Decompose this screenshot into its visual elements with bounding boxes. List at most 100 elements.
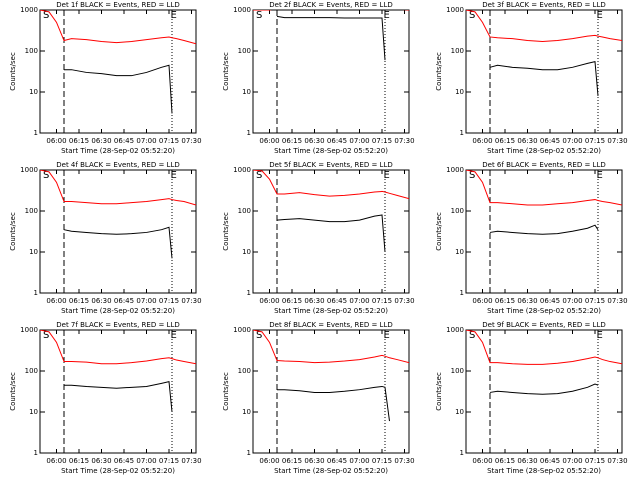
- x-tick-label: 06:00: [472, 297, 492, 305]
- x-tick-label: 06:00: [259, 457, 279, 465]
- x-tick-label: 07:00: [136, 137, 156, 145]
- x-tick-label: 07:30: [181, 297, 201, 305]
- panel: Det 7f BLACK = Events, RED = LLD Counts/s…: [9, 321, 202, 475]
- panel: Det 4f BLACK = Events, RED = LLD Counts/s…: [9, 161, 202, 315]
- x-tick-label: 07:00: [349, 297, 369, 305]
- x-tick-label: 07:30: [607, 297, 627, 305]
- x-tick-label: 06:15: [495, 137, 515, 145]
- x-tick-label: 07:30: [394, 137, 414, 145]
- annotation: S: [43, 330, 49, 341]
- y-tick-label: 100: [238, 367, 251, 375]
- y-tick-label: 100: [238, 47, 251, 55]
- y-tick-label: 10: [455, 408, 464, 416]
- panel: Det 6f BLACK = Events, RED = LLD Counts/s…: [435, 161, 628, 315]
- y-axis-label: Counts/sec: [435, 52, 443, 91]
- x-axis-label: Start Time (28-Sep-02 05:52:20): [61, 307, 175, 315]
- plot-frame: [465, 169, 623, 294]
- x-tick-label: 06:15: [282, 457, 302, 465]
- series-line: [489, 61, 599, 97]
- chart-title: Det 6f BLACK = Events, RED = LLD: [482, 161, 605, 169]
- x-tick-label: 07:30: [607, 457, 627, 465]
- x-axis-label: Start Time (28-Sep-02 05:52:20): [487, 147, 601, 155]
- y-tick-label: 1000: [20, 6, 38, 14]
- series-line: [276, 15, 386, 61]
- x-tick-label: 07:30: [181, 137, 201, 145]
- x-tick-label: 07:00: [349, 137, 369, 145]
- x-axis-label: Start Time (28-Sep-02 05:52:20): [487, 467, 601, 475]
- annotation: S: [469, 170, 475, 181]
- plot-frame: [465, 9, 623, 134]
- y-tick-label: 10: [29, 408, 38, 416]
- y-tick-label: 100: [25, 367, 38, 375]
- x-tick-label: 07:00: [562, 297, 582, 305]
- chart-title: Det 5f BLACK = Events, RED = LLD: [269, 161, 392, 169]
- annotation: E: [384, 170, 390, 181]
- x-tick-label: 06:30: [304, 457, 324, 465]
- x-tick-label: 06:15: [282, 297, 302, 305]
- annotation: S: [256, 170, 262, 181]
- x-tick-label: 07:15: [372, 457, 392, 465]
- y-tick-label: 100: [25, 47, 38, 55]
- x-tick-label: 06:00: [259, 137, 279, 145]
- x-tick-label: 06:30: [91, 297, 111, 305]
- chart-title: Det 9f BLACK = Events, RED = LLD: [482, 321, 605, 329]
- y-axis-label: Counts/sec: [222, 372, 230, 411]
- x-axis-label: Start Time (28-Sep-02 05:52:20): [274, 467, 388, 475]
- y-tick-label: 100: [451, 207, 464, 215]
- x-tick-label: 06:30: [517, 137, 537, 145]
- y-tick-label: 1000: [446, 166, 464, 174]
- x-tick-label: 06:45: [114, 297, 134, 305]
- x-tick-label: 06:00: [46, 297, 66, 305]
- x-tick-label: 07:00: [136, 457, 156, 465]
- y-axis-label: Counts/sec: [435, 372, 443, 411]
- x-tick-label: 07:15: [585, 137, 605, 145]
- annotation: E: [171, 10, 177, 21]
- plot-frame: [252, 169, 410, 294]
- x-tick-label: 06:00: [472, 137, 492, 145]
- x-tick-label: 07:00: [562, 457, 582, 465]
- series-line: [40, 10, 196, 45]
- x-tick-label: 06:15: [495, 297, 515, 305]
- annotation: S: [256, 10, 262, 21]
- y-tick-label: 10: [242, 248, 251, 256]
- y-axis-label: Counts/sec: [9, 372, 17, 411]
- plot-frame: [39, 169, 197, 294]
- y-tick-label: 1: [34, 449, 38, 457]
- y-tick-label: 100: [451, 47, 464, 55]
- x-tick-label: 07:15: [159, 137, 179, 145]
- annotation: E: [597, 10, 603, 21]
- series-line: [466, 10, 622, 43]
- x-tick-label: 07:15: [372, 297, 392, 305]
- x-tick-label: 06:00: [46, 137, 66, 145]
- y-tick-label: 1: [460, 129, 464, 137]
- x-tick-label: 06:30: [91, 137, 111, 145]
- y-tick-label: 1000: [233, 326, 251, 334]
- y-tick-label: 100: [238, 207, 251, 215]
- panel: Det 2f BLACK = Events, RED = LLD Counts/s…: [222, 1, 415, 155]
- x-tick-label: 06:30: [517, 457, 537, 465]
- x-tick-label: 06:30: [91, 457, 111, 465]
- plot-frame: [252, 329, 410, 454]
- panel: Det 9f BLACK = Events, RED = LLD Counts/s…: [435, 321, 628, 475]
- series-line: [489, 224, 599, 235]
- y-tick-label: 1: [247, 129, 251, 137]
- x-tick-label: 06:45: [327, 137, 347, 145]
- series-line: [64, 381, 173, 413]
- x-tick-label: 07:15: [585, 457, 605, 465]
- x-tick-label: 06:00: [472, 457, 492, 465]
- y-tick-label: 10: [29, 248, 38, 256]
- x-tick-label: 06:30: [304, 297, 324, 305]
- plot-frame: [39, 9, 197, 134]
- annotation: E: [171, 330, 177, 341]
- annotation: S: [256, 330, 262, 341]
- series-line: [277, 385, 390, 422]
- x-tick-label: 06:15: [69, 297, 89, 305]
- y-tick-label: 1000: [233, 6, 251, 14]
- x-axis-label: Start Time (28-Sep-02 05:52:20): [61, 147, 175, 155]
- x-tick-label: 06:45: [540, 297, 560, 305]
- panel: Det 1f BLACK = Events, RED = LLD Counts/s…: [9, 1, 202, 155]
- y-tick-label: 1000: [233, 166, 251, 174]
- x-tick-label: 07:15: [159, 457, 179, 465]
- x-axis-label: Start Time (28-Sep-02 05:52:20): [487, 307, 601, 315]
